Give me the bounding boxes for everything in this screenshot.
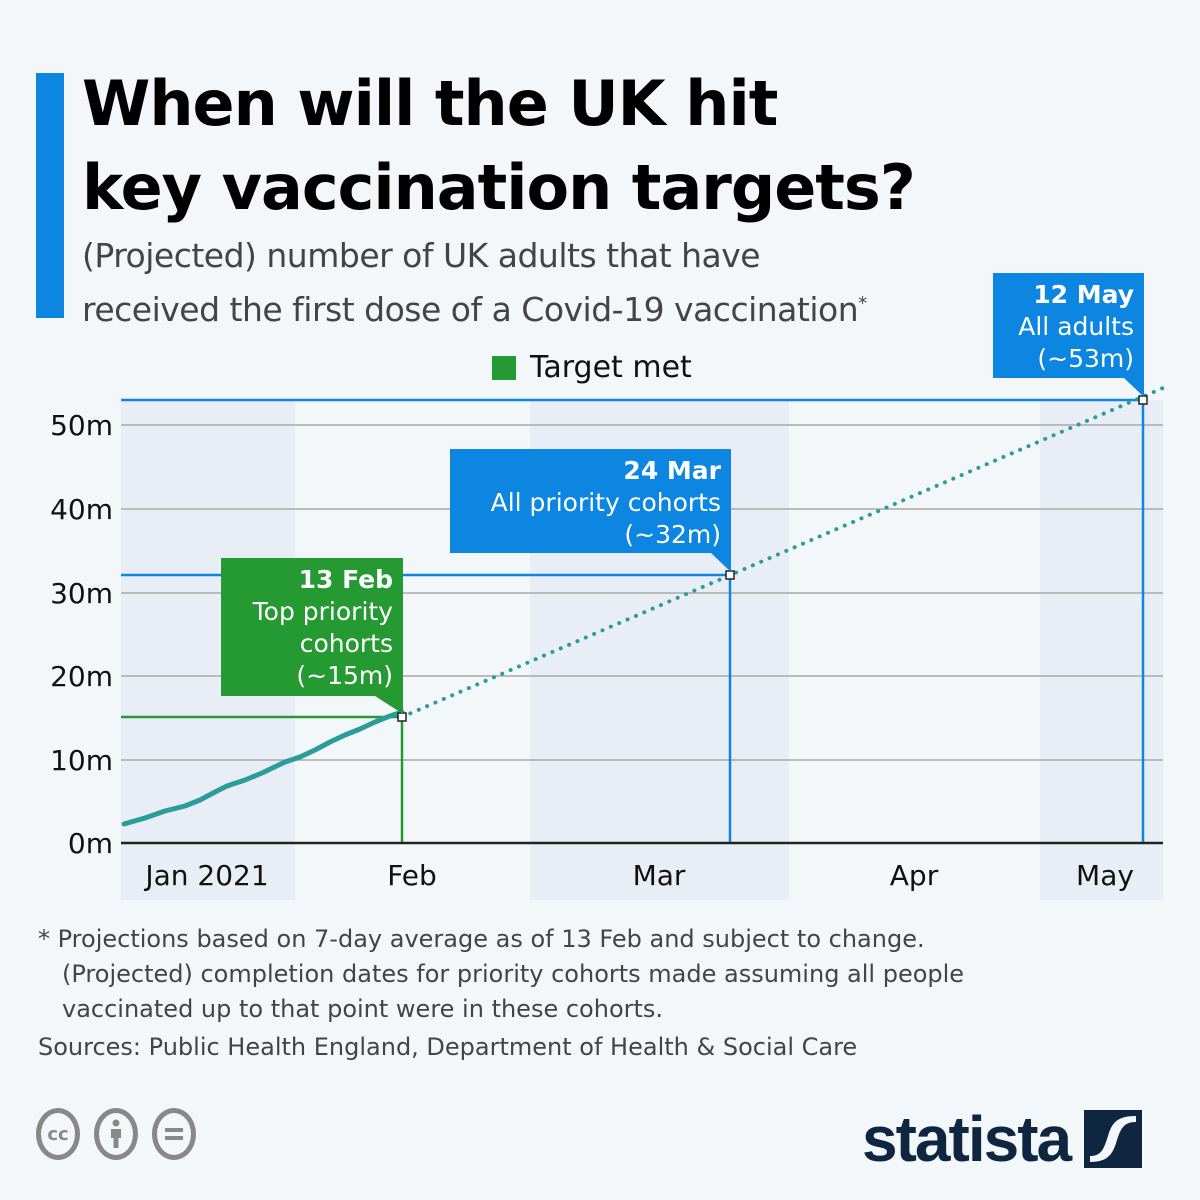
x-tick: May — [1076, 859, 1134, 892]
legend-label: Target met — [530, 350, 692, 385]
statista-logo[interactable]: statista — [862, 1102, 1143, 1176]
no-derivatives-icon[interactable] — [152, 1108, 196, 1160]
marker-24mar — [725, 570, 735, 580]
cc-icon[interactable]: cc — [36, 1108, 80, 1160]
actual-series-line — [121, 709, 405, 827]
chart-title: When will the UK hit key vaccination tar… — [82, 62, 916, 230]
y-axis-labels: 0m 10m 20m 30m 40m 50m — [50, 409, 113, 860]
callout-value: (~53m) — [1037, 344, 1134, 373]
callout-label: Top priority — [252, 597, 393, 626]
callout-label: All adults — [1018, 312, 1134, 341]
source-text: Sources: Public Health England, Departme… — [38, 1033, 858, 1061]
title-accent-bar — [36, 73, 64, 318]
subtitle-asterisk: * — [858, 293, 867, 314]
x-tick: Jan 2021 — [143, 859, 268, 892]
x-tick: Mar — [633, 859, 686, 892]
person-glyph-icon — [111, 1119, 121, 1148]
callout-24mar: 24 Mar All priority cohorts (~32m) — [450, 449, 731, 553]
callout-value: (~15m) — [296, 661, 393, 690]
title-line-2: key vaccination targets? — [82, 151, 916, 224]
cc-icon-label: cc — [47, 1123, 69, 1145]
legend: Target met — [492, 350, 692, 385]
band-may — [1040, 400, 1163, 900]
subtitle-line-2: received the first dose of a Covid-19 va… — [82, 290, 859, 329]
y-tick: 50m — [50, 409, 113, 442]
callout-date: 24 Mar — [623, 456, 721, 485]
callout-13feb: 13 Feb Top priority cohorts (~15m) — [221, 558, 403, 696]
x-axis-labels: Jan 2021 Feb Mar Apr May — [143, 859, 1134, 892]
chart-subtitle: (Projected) number of UK adults that hav… — [82, 232, 867, 334]
callout-label: All priority cohorts — [490, 488, 721, 517]
x-tick: Feb — [387, 859, 437, 892]
legend-swatch-green — [492, 355, 516, 380]
y-tick: 0m — [68, 827, 113, 860]
statista-logo-icon — [1084, 1110, 1143, 1168]
y-tick: 30m — [50, 577, 113, 610]
logo-text: statista — [862, 1103, 1072, 1175]
attribution-icon[interactable] — [94, 1108, 138, 1160]
callout-pointer-24mar — [711, 553, 731, 572]
subtitle-line-1: (Projected) number of UK adults that hav… — [82, 236, 761, 275]
y-tick: 10m — [50, 744, 113, 777]
footnote-line: * Projections based on 7-day average as … — [38, 925, 925, 953]
footnote-line: (Projected) completion dates for priorit… — [62, 960, 965, 988]
marker-13feb — [397, 712, 407, 722]
callout-pointer-12may — [1124, 378, 1144, 397]
callout-12may: 12 May All adults (~53m) — [993, 273, 1144, 378]
callout-pointer-13feb — [375, 696, 403, 714]
marker-12may — [1138, 395, 1148, 405]
y-tick: 40m — [50, 493, 113, 526]
callout-date: 13 Feb — [298, 565, 393, 594]
callout-date: 12 May — [1033, 280, 1134, 309]
callout-label: cohorts — [299, 629, 393, 658]
x-tick: Apr — [890, 859, 939, 892]
projected-series-line — [400, 386, 1165, 719]
callout-value: (~32m) — [624, 520, 721, 549]
y-tick: 20m — [50, 660, 113, 693]
license-icons: cc — [36, 1108, 196, 1160]
title-line-1: When will the UK hit — [82, 67, 778, 140]
equals-glyph-icon — [165, 1128, 183, 1140]
footnote: * Projections based on 7-day average as … — [38, 922, 1158, 1027]
footnote-line: vaccinated up to that point were in thes… — [62, 995, 664, 1023]
